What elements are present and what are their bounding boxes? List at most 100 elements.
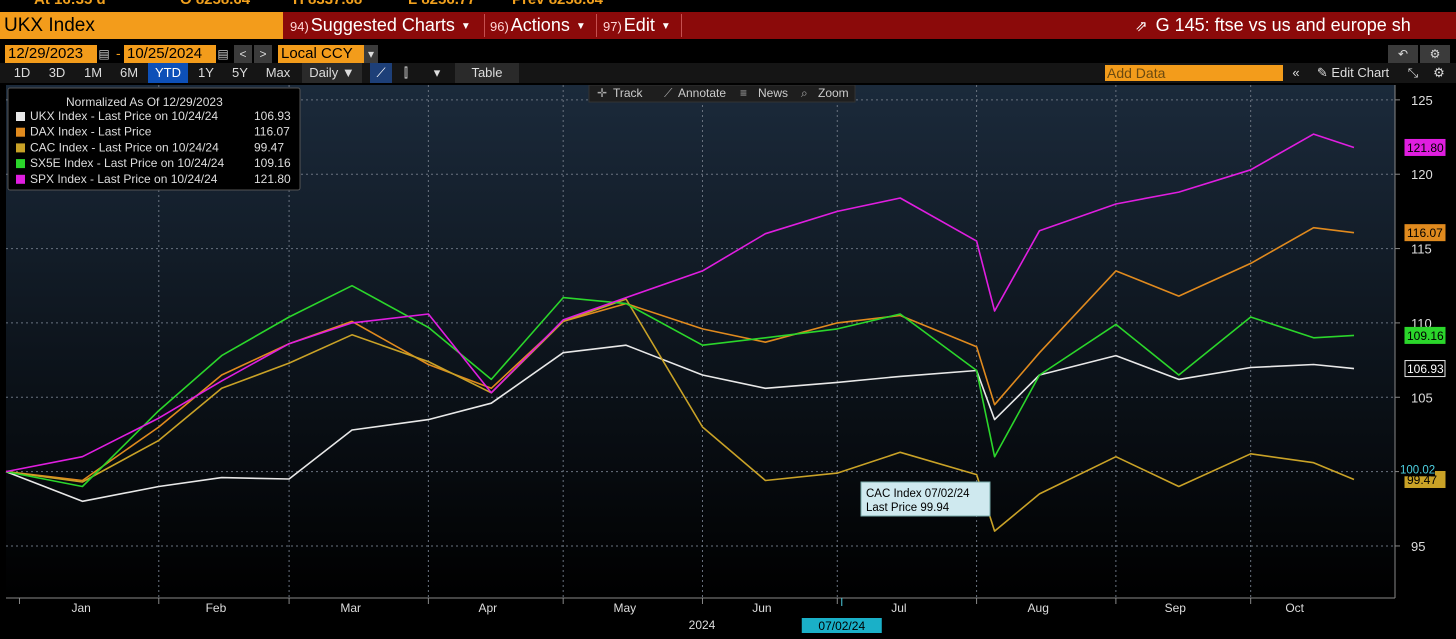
quote-ticker: At 16:35 d O 8258.64 H 8337.68 L 8256.77… (0, 0, 1456, 12)
tooltip-title: CAC Index 07/02/24 (866, 488, 970, 500)
annotate-tool[interactable]: Annotate (678, 86, 726, 100)
legend-series-value: 99.47 (254, 140, 284, 154)
value-tag (1404, 326, 1446, 344)
currency-select[interactable]: Local CCY (278, 45, 364, 63)
period-1d[interactable]: 1D (13, 65, 31, 80)
divider (596, 14, 597, 37)
series-line-sx5e (5, 284, 1355, 488)
period-toolbar (0, 63, 1456, 83)
draw-tool-icon[interactable]: ⤡ (1407, 65, 1419, 80)
security-name[interactable]: UKX Index (0, 12, 283, 39)
x-tick-label: Aug (1028, 601, 1049, 615)
x-tick-label: Oct (1285, 601, 1304, 615)
menu-label: Edit (623, 15, 655, 35)
ticker-prev: Prev 8258.64 (512, 0, 603, 7)
ticker-at: At 16:35 d (34, 0, 106, 7)
calendar-icon[interactable]: ▤ (98, 45, 110, 63)
news-tool[interactable]: News (758, 86, 788, 100)
track-tool[interactable]: Track (613, 86, 644, 100)
next-period-button[interactable]: > (254, 45, 272, 63)
calendar-icon[interactable]: ▤ (217, 45, 229, 63)
legend-series-name: SPX Index - Last Price on 10/24/24 (30, 172, 218, 186)
zoom-icon[interactable]: ⌕ (801, 86, 808, 100)
x-tick-label: Jun (752, 601, 771, 615)
period-1y[interactable]: 1Y (198, 65, 214, 80)
crosshair-icon[interactable]: ✛ (597, 86, 607, 100)
external-link-icon: ⇗ (1135, 18, 1148, 35)
table-button[interactable]: Table (455, 63, 519, 83)
menu-number: 97) (603, 19, 622, 34)
legend-swatch (16, 159, 25, 169)
x-axis-year-label: 2024 (689, 618, 716, 632)
zoom-tool[interactable]: Zoom (818, 86, 849, 100)
settings-icon[interactable]: ⚙ (1433, 65, 1445, 80)
period-1m[interactable]: 1M (83, 65, 103, 80)
legend: Normalized As Of 12/29/2023 UKX Index - … (7, 87, 301, 191)
value-tag-label: 99.47 (1407, 473, 1437, 487)
value-tag (1404, 360, 1446, 378)
chevron-down-icon: ▼ (460, 21, 471, 32)
start-date-input[interactable]: 12/29/2023 (5, 45, 97, 63)
legend-series-value: 109.16 (254, 156, 291, 170)
period-max[interactable]: Max (265, 65, 291, 80)
chart-title-link[interactable]: ⇗ G 145: ftse vs us and europe sh (1135, 12, 1411, 39)
ticker-open: O 8258.64 (180, 0, 250, 7)
annotate-icon[interactable]: ⟋ (664, 86, 673, 100)
edit-menu[interactable]: 97) Edit ▼ (603, 12, 671, 39)
undo-icon[interactable]: ↶ (1388, 45, 1418, 63)
tooltip-value: Last Price 99.94 (866, 502, 950, 514)
series-line-spx (5, 133, 1355, 473)
x-tick-label: Jul (891, 601, 906, 615)
news-icon[interactable]: ≡ (740, 86, 747, 100)
chevron-down-icon[interactable]: ▾ (364, 45, 378, 63)
value-tag-label: 121.80 (1407, 141, 1444, 155)
chevron-down-icon: ▼ (341, 65, 355, 80)
collapse-icon[interactable]: « (1292, 65, 1300, 80)
legend-series-value: 121.80 (254, 172, 291, 186)
line-chart-icon[interactable]: ⟋ (370, 63, 392, 83)
value-tag-label: 106.93 (1407, 362, 1444, 376)
ticker-high: H 8337.68 (293, 0, 362, 7)
series-lines (5, 133, 1355, 532)
series-line-cac (5, 298, 1355, 532)
x-tick-label: May (613, 601, 636, 615)
actions-menu[interactable]: 96) Actions ▼ (490, 12, 586, 39)
legend-series-name: CAC Index - Last Price on 10/24/24 (30, 140, 219, 154)
add-data-input[interactable]: Add Data (1105, 65, 1283, 81)
chart-type-dropdown-icon[interactable]: ▾ (433, 65, 441, 80)
menu-number: 96) (490, 19, 509, 34)
bar-chart-icon[interactable]: ⫿ (403, 65, 409, 80)
ticker-low: L 8256.77 (408, 0, 476, 7)
period-ytd[interactable]: YTD (148, 63, 188, 83)
frequency-select[interactable]: Daily ▼ (302, 63, 362, 83)
legend-series-name: SX5E Index - Last Price on 10/24/24 (30, 156, 224, 170)
chevron-down-icon: ▼ (660, 21, 671, 32)
chart-tools: ✛ Track ⟋ Annotate ≡ News ⌕ Zoom (588, 85, 856, 103)
value-tag-label: 109.16 (1407, 329, 1444, 343)
prev-period-button[interactable]: < (234, 45, 252, 63)
price-chart[interactable]: 95100105110115120125JanFebMarAprMayJunJu… (0, 85, 1456, 639)
x-tick-label: Sep (1165, 601, 1187, 615)
gear-icon[interactable]: ⚙ (1420, 45, 1450, 63)
period-6m[interactable]: 6M (119, 65, 139, 80)
value-tags: 106.93 116.07 99.47 109.16 121.80 100.02 (1399, 138, 1446, 488)
period-3d[interactable]: 3D (48, 65, 66, 80)
suggested-charts-menu[interactable]: 94) Suggested Charts ▼ (290, 12, 471, 39)
y-tick-label: 105 (1411, 390, 1433, 405)
value-tag-label: 116.07 (1407, 226, 1443, 240)
x-tick-label: Jan (71, 601, 90, 615)
end-date-input[interactable]: 10/25/2024 (124, 45, 216, 63)
edit-chart-button[interactable]: ✎ Edit Chart (1310, 63, 1396, 83)
divider (681, 14, 682, 37)
divider (484, 14, 485, 37)
series-line-ukx (5, 344, 1355, 503)
chart-title: G 145: ftse vs us and europe sh (1155, 15, 1411, 35)
period-5y[interactable]: 5Y (232, 65, 248, 80)
crosshair-date-badge (801, 618, 882, 633)
legend-swatch (16, 143, 25, 153)
legend-swatch (16, 174, 25, 184)
legend-title: Normalized As Of 12/29/2023 (66, 95, 223, 109)
crosshair-tooltip: CAC Index 07/02/24 Last Price 99.94 (860, 481, 991, 517)
y-tick-label: 125 (1411, 93, 1433, 108)
pencil-icon: ✎ (1316, 65, 1328, 80)
